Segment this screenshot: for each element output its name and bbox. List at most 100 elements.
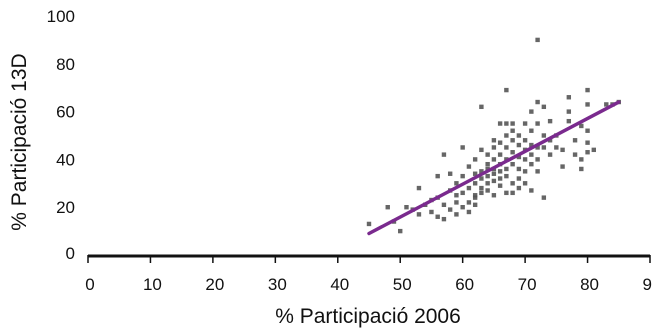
data-point: [547, 138, 553, 143]
y-tick-label: 100: [47, 7, 75, 26]
data-point: [460, 173, 465, 179]
data-point: [535, 121, 540, 126]
data-point: [547, 152, 553, 157]
data-point: [491, 178, 497, 184]
data-point: [497, 152, 503, 157]
data-point: [491, 138, 497, 143]
data-point: [454, 212, 459, 217]
data-point: [529, 161, 534, 167]
data-point: [472, 157, 478, 162]
y-tick-label: 20: [56, 198, 75, 217]
x-axis-ticks: 0 10 20 30 40 50 60 70 80 90: [85, 255, 652, 294]
data-point: [491, 193, 497, 198]
data-point: [435, 214, 440, 219]
data-point: [485, 166, 490, 172]
trend-line: [367, 100, 621, 236]
data-point: [591, 147, 596, 153]
data-point: [516, 154, 522, 160]
data-point: [416, 212, 422, 217]
data-point: [535, 169, 540, 174]
data-point: [510, 161, 515, 167]
data-point: [516, 166, 522, 172]
data-point: [404, 205, 409, 210]
data-point: [510, 181, 515, 186]
data-point: [466, 185, 472, 191]
data-point: [566, 95, 572, 100]
data-point: [466, 200, 472, 205]
data-point: [510, 138, 515, 143]
data-point: [510, 128, 515, 133]
data-point: [460, 205, 465, 210]
data-point: [491, 157, 497, 162]
data-point: [579, 166, 584, 172]
data-point: [472, 202, 478, 208]
data-point: [441, 152, 447, 157]
data-point: [504, 190, 509, 196]
data-point: [491, 145, 497, 150]
data-point: [497, 176, 503, 181]
x-tick-label: 40: [330, 275, 349, 294]
x-tick-label: 70: [518, 275, 537, 294]
data-point: [541, 145, 547, 150]
data-point: [529, 188, 534, 193]
data-point: [579, 157, 584, 162]
x-tick-label: 30: [268, 275, 287, 294]
data-point: [497, 183, 503, 188]
data-point: [435, 173, 440, 179]
y-axis-ticks: 0 20 40 60 80 100: [47, 7, 75, 263]
data-point: [529, 152, 534, 157]
data-point: [479, 104, 484, 110]
data-point: [429, 209, 434, 215]
data-point: [560, 147, 565, 153]
data-point: [585, 87, 590, 93]
data-point: [510, 150, 515, 155]
data-point: [572, 138, 578, 143]
data-point: [585, 150, 590, 155]
data-point: [535, 157, 540, 162]
data-point: [585, 140, 590, 145]
data-point: [504, 145, 509, 150]
data-point: [460, 145, 465, 150]
x-axis-title: % Participació 2006: [275, 305, 461, 328]
data-point: [566, 118, 572, 124]
data-point: [585, 102, 590, 107]
x-tick-label: 90: [643, 275, 652, 294]
data-point: [541, 133, 547, 138]
data-point: [541, 195, 547, 200]
x-tick-label: 50: [393, 275, 412, 294]
data-point: [516, 185, 522, 191]
data-point: [491, 171, 497, 176]
data-point: [416, 185, 422, 191]
data-point: [447, 207, 453, 212]
data-point: [479, 185, 484, 191]
data-point: [479, 169, 484, 174]
data-point: [516, 142, 522, 148]
data-point: [522, 169, 528, 174]
data-point: [535, 99, 540, 105]
data-point: [485, 152, 490, 157]
data-point: [504, 133, 509, 138]
data-point: [460, 190, 465, 196]
data-point: [516, 133, 522, 138]
data-point: [522, 138, 528, 143]
data-point: [510, 190, 515, 196]
data-point: [479, 190, 484, 196]
data-point: [479, 176, 484, 181]
data-point: [485, 173, 490, 179]
data-point: [522, 181, 528, 186]
data-point: [485, 161, 490, 167]
y-tick-label: 0: [66, 244, 75, 263]
data-point: [472, 181, 478, 186]
data-point: [541, 104, 547, 110]
data-point: [529, 128, 534, 133]
data-point: [398, 228, 403, 234]
y-tick-label: 80: [56, 55, 75, 74]
y-tick-label: 40: [56, 150, 75, 169]
data-point: [441, 202, 447, 208]
data-point: [547, 118, 553, 124]
data-point: [522, 121, 528, 126]
data-point: [472, 193, 478, 198]
data-point: [472, 195, 478, 200]
data-point: [447, 171, 453, 176]
